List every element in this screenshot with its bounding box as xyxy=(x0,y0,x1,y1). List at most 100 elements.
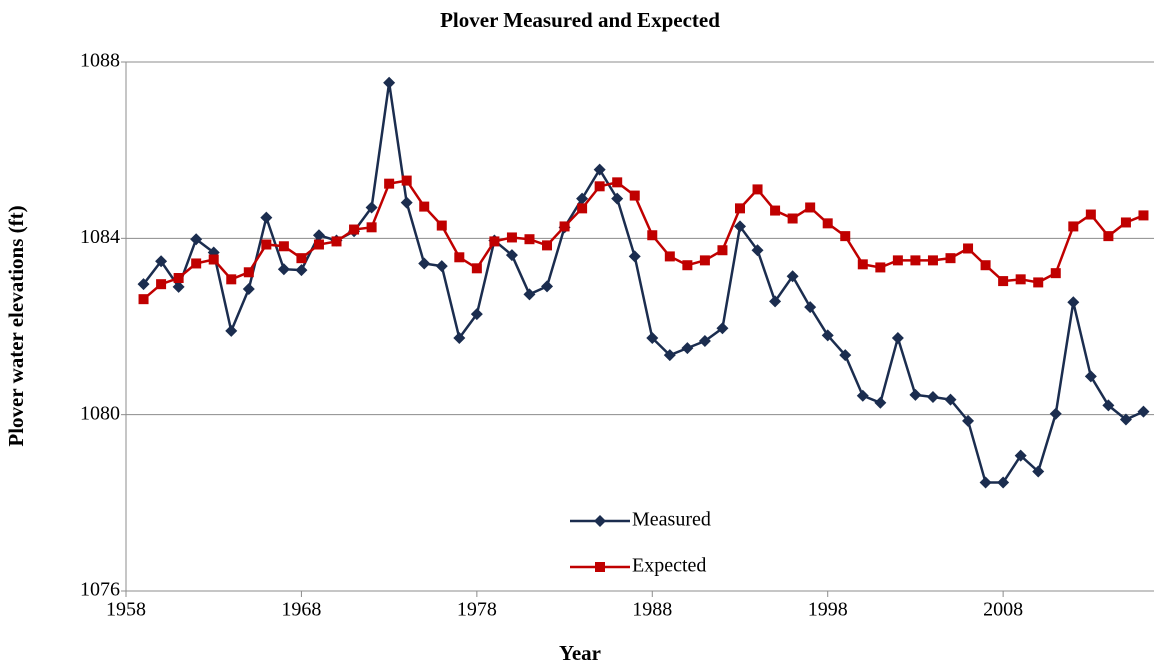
data-point xyxy=(156,279,167,290)
data-point xyxy=(1119,413,1132,426)
data-point xyxy=(804,301,817,314)
data-point xyxy=(839,349,852,362)
data-point xyxy=(542,240,553,251)
chart-title: Plover Measured and Expected xyxy=(440,8,720,32)
data-point xyxy=(840,231,851,242)
data-point xyxy=(980,260,991,271)
data-point xyxy=(1068,221,1079,232)
data-point xyxy=(208,254,219,265)
data-point xyxy=(926,391,939,404)
data-point xyxy=(909,388,922,401)
data-point xyxy=(1067,296,1080,309)
data-point xyxy=(541,280,554,293)
data-point xyxy=(699,255,710,266)
x-tick-label: 1978 xyxy=(457,599,497,621)
data-point xyxy=(751,244,764,257)
data-point xyxy=(190,233,203,246)
data-point xyxy=(261,239,272,250)
data-point xyxy=(1138,210,1149,221)
data-point xyxy=(243,267,254,278)
data-point xyxy=(577,203,588,214)
data-point xyxy=(998,276,1009,287)
data-point xyxy=(401,175,412,186)
data-point xyxy=(628,250,641,263)
data-point xyxy=(663,349,676,362)
data-point xyxy=(717,245,728,256)
data-point xyxy=(277,263,290,276)
data-point xyxy=(470,308,483,321)
data-point xyxy=(997,476,1010,489)
data-point xyxy=(963,243,974,254)
data-point xyxy=(1137,405,1150,418)
data-point xyxy=(1033,277,1044,288)
data-point xyxy=(1015,274,1026,285)
data-point xyxy=(1120,217,1131,228)
data-point xyxy=(611,192,624,205)
data-point xyxy=(576,192,589,205)
data-point xyxy=(471,263,482,274)
x-axis-label: Year xyxy=(559,641,601,665)
data-point xyxy=(454,252,465,263)
data-point xyxy=(698,335,711,348)
x-tick-label: 1968 xyxy=(281,599,321,621)
data-point xyxy=(821,329,834,342)
data-point xyxy=(137,278,150,291)
data-point xyxy=(1102,399,1115,412)
x-tick-label: 1988 xyxy=(632,599,672,621)
y-tick-label: 1084 xyxy=(80,226,120,248)
data-point xyxy=(524,234,535,245)
data-point xyxy=(944,393,957,406)
data-point xyxy=(172,280,185,293)
data-point xyxy=(506,232,517,243)
data-point xyxy=(805,202,816,213)
data-point xyxy=(1103,231,1114,242)
data-point xyxy=(523,288,536,301)
data-point xyxy=(962,414,975,427)
data-point xyxy=(384,178,395,189)
data-point xyxy=(594,181,605,192)
data-point xyxy=(874,396,887,409)
data-point xyxy=(260,211,273,224)
data-point xyxy=(349,224,360,235)
data-point xyxy=(1085,209,1096,220)
data-point xyxy=(278,241,289,252)
data-point xyxy=(716,322,729,335)
data-point xyxy=(857,259,868,270)
data-point xyxy=(1084,370,1097,383)
data-point xyxy=(173,273,184,284)
data-point xyxy=(734,203,745,214)
data-point xyxy=(769,295,782,308)
data-point xyxy=(436,220,447,231)
data-point xyxy=(786,270,799,283)
data-point xyxy=(646,331,659,344)
y-axis-label: Plover water elevations (ft) xyxy=(4,205,28,446)
data-point xyxy=(733,220,746,233)
data-point xyxy=(629,190,640,201)
legend-marker xyxy=(594,515,606,527)
data-point xyxy=(313,239,324,250)
data-point xyxy=(856,389,869,402)
y-tick-label: 1088 xyxy=(80,50,120,72)
data-point xyxy=(612,177,623,188)
y-tick-label: 1076 xyxy=(80,579,120,601)
legend-label: Measured xyxy=(632,509,711,531)
data-point xyxy=(822,218,833,229)
data-point xyxy=(979,476,992,489)
data-point xyxy=(875,262,886,273)
data-point xyxy=(366,222,377,233)
data-point xyxy=(505,249,518,262)
data-point xyxy=(682,260,693,271)
data-point xyxy=(295,264,308,277)
data-point xyxy=(312,229,325,242)
data-point xyxy=(593,163,606,176)
data-point xyxy=(681,342,694,355)
data-point xyxy=(787,213,798,224)
data-point xyxy=(383,76,396,89)
data-point xyxy=(435,260,448,273)
data-point xyxy=(489,236,500,247)
data-point xyxy=(945,253,956,264)
data-point xyxy=(242,283,255,296)
data-point xyxy=(1050,268,1061,279)
data-point xyxy=(664,251,675,262)
